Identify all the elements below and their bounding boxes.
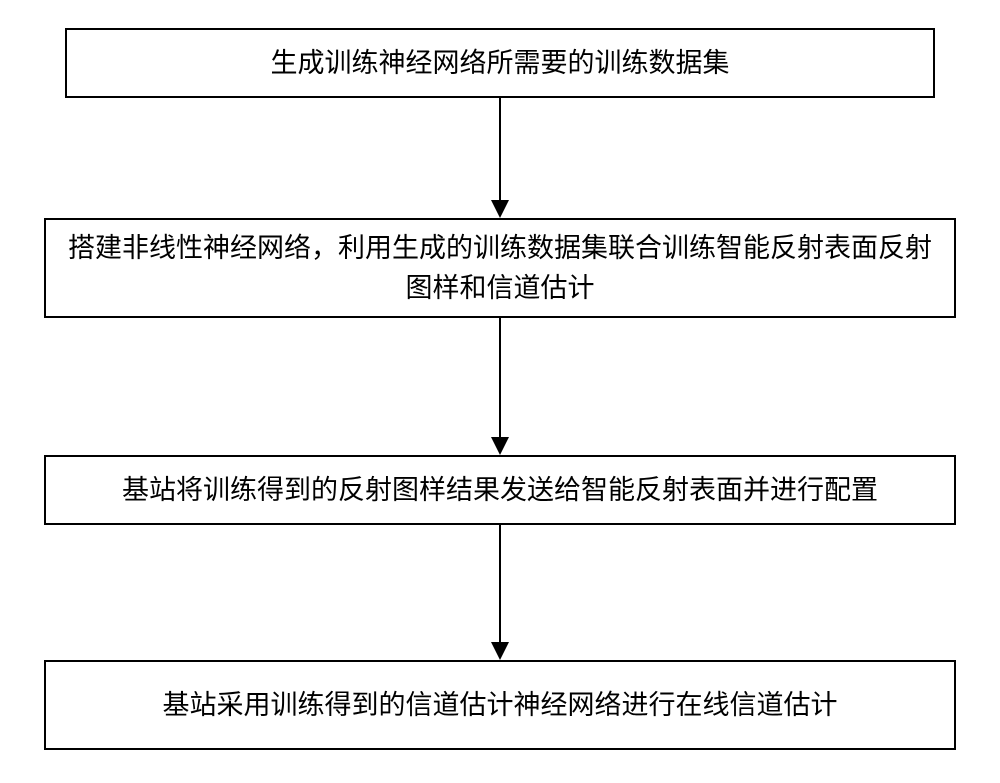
flow-step-4-text: 基站采用训练得到的信道估计神经网络进行在线信道估计 (163, 685, 838, 726)
arrow-2-head (491, 437, 509, 455)
flow-step-3: 基站将训练得到的反射图样结果发送给智能反射表面并进行配置 (44, 455, 956, 525)
arrow-3-head (491, 642, 509, 660)
flow-step-1: 生成训练神经网络所需要的训练数据集 (65, 28, 935, 98)
flow-step-2: 搭建非线性神经网络，利用生成的训练数据集联合训练智能反射表面反射图样和信道估计 (44, 218, 956, 318)
arrow-1-line (499, 98, 501, 200)
arrow-3-line (499, 525, 501, 642)
flow-step-1-text: 生成训练神经网络所需要的训练数据集 (271, 43, 730, 84)
arrow-1-head (491, 200, 509, 218)
flow-step-4: 基站采用训练得到的信道估计神经网络进行在线信道估计 (44, 660, 956, 750)
flow-step-3-text: 基站将训练得到的反射图样结果发送给智能反射表面并进行配置 (122, 470, 878, 511)
flow-step-2-text: 搭建非线性神经网络，利用生成的训练数据集联合训练智能反射表面反射图样和信道估计 (66, 228, 934, 309)
arrow-2-line (499, 318, 501, 437)
flowchart-canvas: 生成训练神经网络所需要的训练数据集 搭建非线性神经网络，利用生成的训练数据集联合… (0, 0, 1000, 783)
